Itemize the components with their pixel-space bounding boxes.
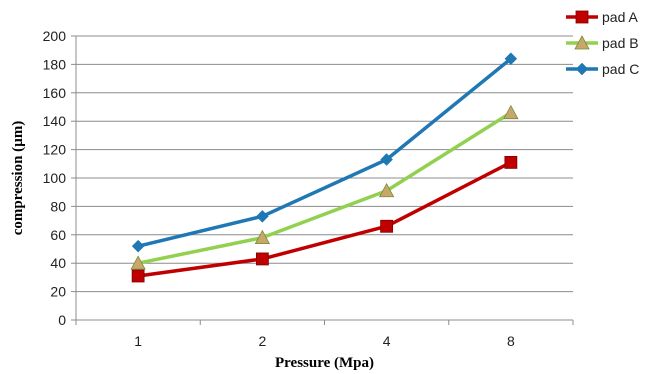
- legend-marker: [575, 10, 589, 24]
- y-tick-label: 160: [43, 85, 67, 101]
- data-point: [131, 269, 145, 283]
- x-tick-label: 2: [258, 333, 266, 349]
- data-point: [130, 255, 146, 270]
- y-tick-label: 120: [43, 142, 67, 158]
- legend-marker: [575, 62, 589, 76]
- x-axis-ticks: 1 2 4 8: [75, 320, 574, 349]
- data-point: [380, 219, 394, 233]
- y-tick-label: 80: [50, 198, 66, 214]
- y-axis-title: compression (µm): [10, 121, 26, 236]
- y-tick-label: 200: [43, 28, 67, 44]
- data-point: [503, 104, 519, 120]
- data-point: [378, 182, 395, 198]
- legend-item: pad C: [566, 61, 639, 77]
- data-point: [504, 52, 518, 66]
- legend: pad A pad B pad C: [566, 9, 639, 77]
- legend-item: pad B: [566, 35, 639, 51]
- series-pad-a: [131, 155, 518, 283]
- y-tick-label: 140: [43, 113, 67, 129]
- data-point: [380, 153, 393, 166]
- y-tick-label: 100: [43, 170, 67, 186]
- legend-label: pad C: [602, 61, 639, 77]
- series-group: [130, 52, 519, 283]
- legend-label: pad A: [602, 9, 638, 25]
- legend-marker: [574, 35, 590, 50]
- data-point: [255, 252, 269, 266]
- y-tick-label: 60: [50, 227, 66, 243]
- legend-label: pad B: [602, 35, 639, 51]
- gridlines: [76, 35, 573, 293]
- x-tick-label: 8: [507, 333, 515, 349]
- x-tick-label: 4: [383, 333, 391, 349]
- series-pad-c: [131, 52, 518, 253]
- legend-item: pad A: [566, 9, 638, 25]
- y-tick-label: 40: [50, 255, 66, 271]
- data-point: [254, 229, 271, 245]
- series-line: [137, 57, 512, 248]
- x-tick-label: 1: [134, 333, 142, 349]
- x-axis-title: Pressure (Mpa): [275, 355, 374, 371]
- data-point: [504, 155, 518, 169]
- y-tick-label: 180: [43, 56, 67, 72]
- y-tick-label: 20: [50, 284, 66, 300]
- series-line: [137, 111, 512, 265]
- data-point: [256, 209, 269, 223]
- series-line: [137, 160, 512, 278]
- series-pad-b: [130, 104, 519, 270]
- data-point: [131, 239, 145, 253]
- y-tick-label: 0: [58, 312, 66, 328]
- y-axis-ticks: 0 20 40 60 80 100 120 140 160 180 200: [43, 28, 76, 328]
